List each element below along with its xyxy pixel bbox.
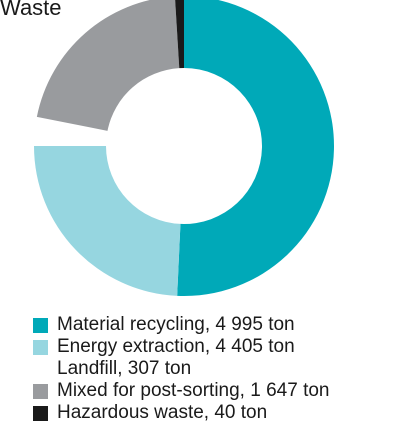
legend-swatch [33, 340, 48, 355]
chart-legend: Material recycling, 4 995 ton Energy extr… [33, 314, 329, 424]
legend-swatch [33, 384, 48, 399]
legend-swatch [33, 318, 48, 333]
donut-slice-material-recycling [177, 0, 334, 296]
legend-label: Mixed for post-sorting, 1 647 ton [57, 380, 330, 401]
legend-label: Landfill, 307 ton [57, 358, 192, 379]
donut-slice-landfill [34, 116, 108, 147]
donut-slice-energy-extraction [34, 146, 181, 296]
legend-swatch [33, 406, 48, 421]
donut-slice-mixed-for-post-sorting [36, 0, 180, 131]
donut-slices [34, 0, 334, 296]
donut-slice-hazardous-waste [175, 0, 184, 69]
legend-item-mixed-for-post-sorting: Mixed for post-sorting, 1 647 ton [33, 380, 329, 402]
chart-title: Waste [0, 0, 62, 20]
legend-item-material-recycling: Material recycling, 4 995 ton [33, 314, 329, 336]
legend-label: Hazardous waste, 40 ton [57, 402, 268, 423]
legend-item-energy-extraction: Energy extraction, 4 405 ton [33, 336, 329, 358]
legend-label: Energy extraction, 4 405 ton [57, 336, 295, 357]
legend-label: Material recycling, 4 995 ton [57, 314, 295, 335]
legend-item-hazardous-waste: Hazardous waste, 40 ton [33, 402, 329, 424]
legend-item-landfill: Landfill, 307 ton [33, 358, 329, 380]
donut-chart [34, 0, 334, 296]
